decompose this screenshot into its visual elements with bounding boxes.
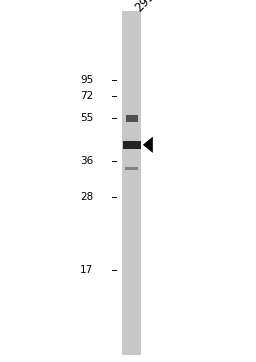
Text: 17: 17 (80, 265, 93, 275)
Text: 95: 95 (80, 75, 93, 85)
Text: 55: 55 (80, 113, 93, 123)
Bar (125, 167, 138, 170)
Bar (122, 11, 141, 355)
Text: 293T/17: 293T/17 (132, 0, 175, 14)
Text: 36: 36 (80, 156, 93, 166)
Text: 28: 28 (80, 192, 93, 202)
Text: 72: 72 (80, 91, 93, 101)
Bar (123, 141, 141, 149)
Polygon shape (143, 137, 153, 153)
Bar (126, 115, 138, 122)
